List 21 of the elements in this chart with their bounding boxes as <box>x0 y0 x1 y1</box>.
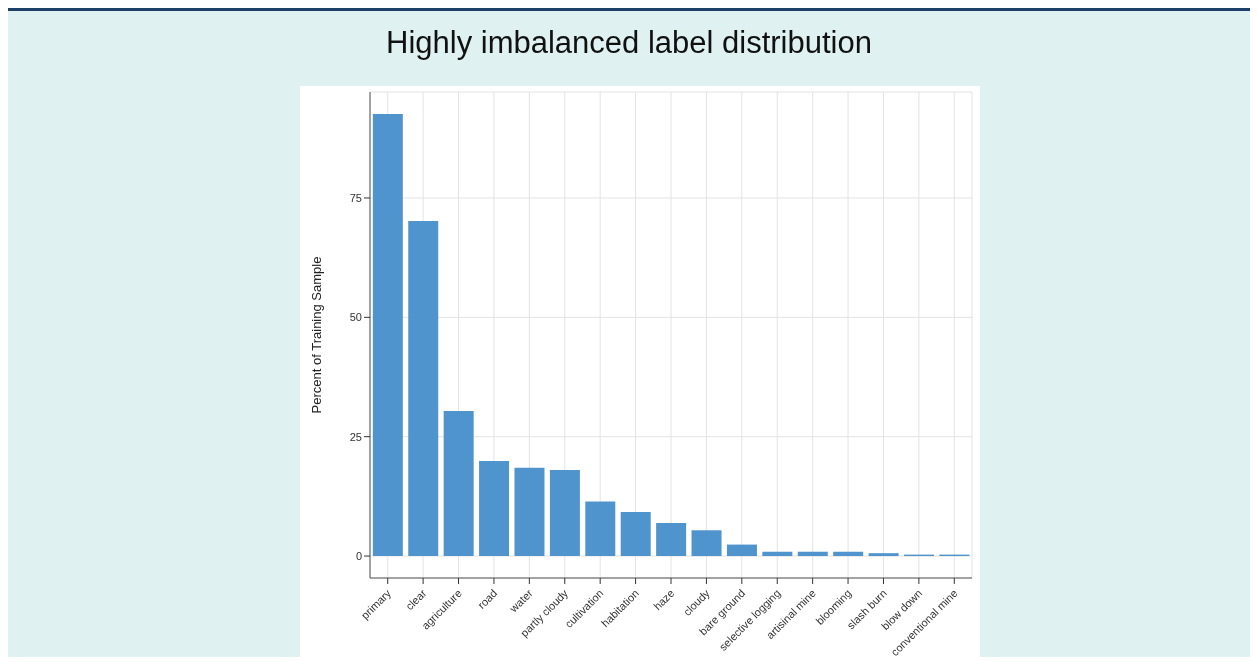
bar <box>585 501 616 557</box>
y-tick-label: 25 <box>349 430 362 443</box>
bar <box>372 113 403 557</box>
bar <box>726 544 757 557</box>
y-tick-label: 75 <box>349 191 362 204</box>
bar <box>620 512 651 557</box>
y-tick-label: 50 <box>349 311 362 324</box>
bar <box>656 523 687 557</box>
bar <box>762 551 793 557</box>
bar <box>514 467 545 557</box>
bar <box>833 551 864 557</box>
y-axis-title: Percent of Training Sample <box>308 256 324 414</box>
bar <box>443 410 474 557</box>
bar <box>408 220 439 557</box>
chart-title: Highly imbalanced label distribution <box>385 25 873 61</box>
bar <box>479 461 510 557</box>
bar <box>549 470 580 557</box>
bar <box>797 551 828 557</box>
bar <box>691 530 722 557</box>
bar <box>868 553 899 557</box>
y-tick-label: 0 <box>355 549 362 562</box>
